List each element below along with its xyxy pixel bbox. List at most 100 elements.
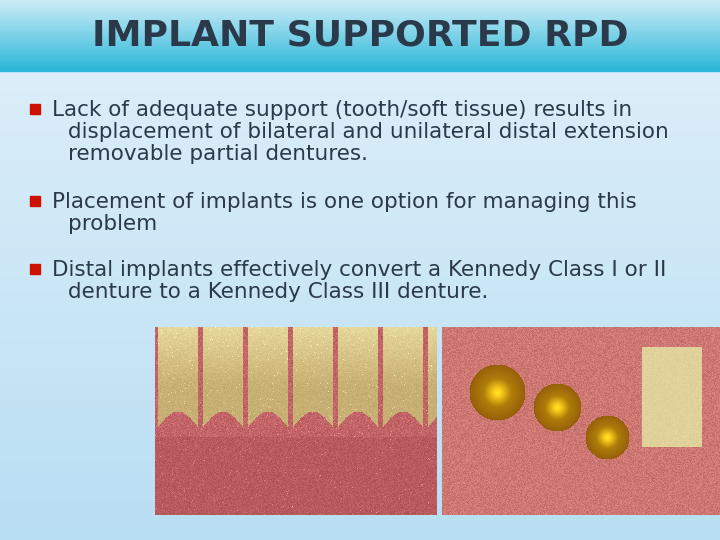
Bar	[0, 30, 720, 32]
Bar	[0, 135, 720, 138]
Bar	[0, 448, 720, 451]
Bar	[0, 127, 720, 130]
Bar	[0, 42, 720, 43]
Bar	[0, 48, 720, 49]
Bar	[0, 284, 720, 286]
Bar	[0, 194, 720, 197]
Bar	[0, 454, 720, 456]
Bar	[0, 27, 720, 29]
Bar	[0, 521, 720, 524]
Bar	[0, 532, 720, 535]
Bar	[0, 346, 720, 348]
Bar	[0, 189, 720, 192]
Bar	[0, 327, 720, 329]
Bar	[0, 10, 720, 12]
Bar	[30, 264, 40, 274]
Bar	[0, 181, 720, 184]
Bar	[0, 78, 720, 81]
Bar	[0, 518, 720, 521]
Bar	[0, 119, 720, 122]
Bar	[0, 270, 720, 273]
Bar	[0, 435, 720, 437]
Text: Lack of adequate support (tooth/soft tissue) results in: Lack of adequate support (tooth/soft tis…	[52, 100, 632, 120]
Bar	[0, 105, 720, 108]
Bar	[0, 35, 720, 36]
Bar	[0, 0, 720, 1]
Bar	[0, 224, 720, 227]
Bar	[0, 467, 720, 470]
Bar	[0, 46, 720, 48]
Bar	[0, 184, 720, 186]
Bar	[0, 364, 720, 367]
Bar	[0, 65, 720, 68]
Bar	[0, 351, 720, 354]
Bar	[0, 20, 720, 22]
Bar	[0, 170, 720, 173]
Bar	[0, 30, 720, 31]
Text: Distal implants effectively convert a Kennedy Class I or II: Distal implants effectively convert a Ke…	[52, 260, 667, 280]
Bar	[0, 308, 720, 310]
Bar	[0, 62, 720, 64]
Bar	[30, 104, 40, 114]
Bar	[0, 17, 720, 19]
Bar	[0, 130, 720, 132]
Bar	[0, 348, 720, 351]
Bar	[0, 265, 720, 267]
Bar	[0, 173, 720, 176]
Bar	[0, 373, 720, 375]
Bar	[0, 427, 720, 429]
Bar	[0, 49, 720, 50]
Bar	[30, 196, 40, 206]
Bar	[0, 529, 720, 532]
Bar	[0, 359, 720, 362]
Bar	[0, 1, 720, 2]
Bar	[0, 443, 720, 445]
Bar	[0, 94, 720, 97]
Bar	[0, 35, 720, 38]
Bar	[0, 240, 720, 243]
Bar	[0, 378, 720, 381]
Bar	[0, 37, 720, 38]
Bar	[0, 313, 720, 316]
Bar	[0, 59, 720, 61]
Bar	[0, 381, 720, 383]
Bar	[0, 26, 720, 28]
Bar	[0, 57, 720, 59]
Bar	[0, 16, 720, 18]
Bar	[0, 400, 720, 402]
Bar	[0, 165, 720, 167]
Bar	[0, 197, 720, 200]
Bar	[0, 13, 720, 15]
Bar	[0, 138, 720, 140]
Text: IMPLANT SUPPORTED RPD: IMPLANT SUPPORTED RPD	[91, 19, 629, 53]
Bar	[0, 3, 720, 5]
Bar	[0, 8, 720, 10]
Bar	[0, 192, 720, 194]
Bar	[0, 205, 720, 208]
Bar	[0, 53, 720, 55]
Bar	[0, 402, 720, 405]
Bar	[0, 216, 720, 219]
Bar	[0, 316, 720, 319]
Bar	[0, 464, 720, 467]
Bar	[0, 22, 720, 24]
Bar	[0, 510, 720, 513]
Bar	[0, 275, 720, 278]
Bar	[0, 43, 720, 46]
Bar	[0, 14, 720, 16]
Bar	[0, 273, 720, 275]
Bar	[0, 73, 720, 76]
Bar	[0, 70, 720, 73]
Bar	[0, 157, 720, 159]
Bar	[0, 537, 720, 540]
Bar	[0, 19, 720, 21]
Bar	[0, 319, 720, 321]
Bar	[0, 475, 720, 478]
Bar	[0, 64, 720, 66]
Bar	[0, 259, 720, 262]
Bar	[0, 305, 720, 308]
Bar	[0, 502, 720, 505]
Bar	[0, 383, 720, 386]
Bar	[0, 40, 720, 43]
Bar	[0, 103, 720, 105]
